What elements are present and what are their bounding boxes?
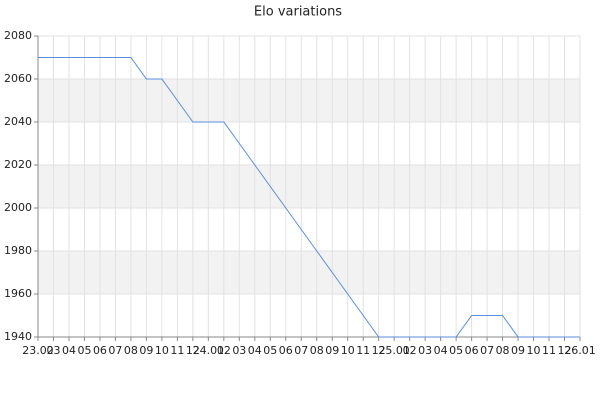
x-tick-label: 26.01 <box>564 344 596 357</box>
x-tick-label: 05 <box>263 344 277 357</box>
x-tick-label: 12 <box>186 344 200 357</box>
x-tick-label: 08 <box>124 344 138 357</box>
grid-band <box>38 251 580 294</box>
line <box>38 57 580 338</box>
x-tick-label: 10 <box>527 344 541 357</box>
x-tick-label: 03 <box>418 344 432 357</box>
y-tick-label: 2000 <box>4 201 32 214</box>
x-tick-label: 09 <box>511 344 525 357</box>
x-tick-label: 03 <box>232 344 246 357</box>
x-tick-label: 07 <box>480 344 494 357</box>
x-tick-label: 02 <box>403 344 417 357</box>
y-tick-label: 1960 <box>4 287 32 300</box>
x-tick-label: 10 <box>155 344 169 357</box>
x-tick-label: 04 <box>62 344 76 357</box>
x-tick-label: 09 <box>139 344 153 357</box>
y-tick-label: 2040 <box>4 115 32 128</box>
y-tick-label: 1980 <box>4 244 32 257</box>
x-tick-label: 09 <box>325 344 339 357</box>
x-tick-label: 11 <box>356 344 370 357</box>
x-tick-label: 05 <box>77 344 91 357</box>
x-tick-label: 08 <box>496 344 510 357</box>
x-tick-label: 06 <box>279 344 293 357</box>
x-tick-label: 04 <box>434 344 448 357</box>
x-tick-label: 07 <box>294 344 308 357</box>
y-tick-label: 2060 <box>4 72 32 85</box>
x-tick-label: 24.01 <box>193 344 225 357</box>
x-tick-label: 05 <box>449 344 463 357</box>
y-tick-label: 2080 <box>4 29 32 42</box>
x-tick-label: 02 <box>217 344 231 357</box>
chart-title: Elo variations <box>254 5 342 20</box>
x-tick-label: 06 <box>93 344 107 357</box>
x-tick-label: 11 <box>542 344 556 357</box>
grid-band <box>38 165 580 208</box>
x-tick-label: 03 <box>46 344 60 357</box>
x-tick-label: 25.01 <box>378 344 410 357</box>
x-tick-label: 11 <box>170 344 184 357</box>
x-tick-label: 07 <box>108 344 122 357</box>
y-tick-label: 2020 <box>4 158 32 171</box>
x-tick-label: 10 <box>341 344 355 357</box>
x-tick-label: 06 <box>465 344 479 357</box>
x-tick-label: 12 <box>558 344 572 357</box>
y-tick-label: 1940 <box>4 330 32 343</box>
x-tick-label: 04 <box>248 344 262 357</box>
x-tick-label: 23.02 <box>22 344 54 357</box>
x-tick-label: 08 <box>310 344 324 357</box>
grid-band <box>38 79 580 122</box>
x-tick-label: 12 <box>372 344 386 357</box>
